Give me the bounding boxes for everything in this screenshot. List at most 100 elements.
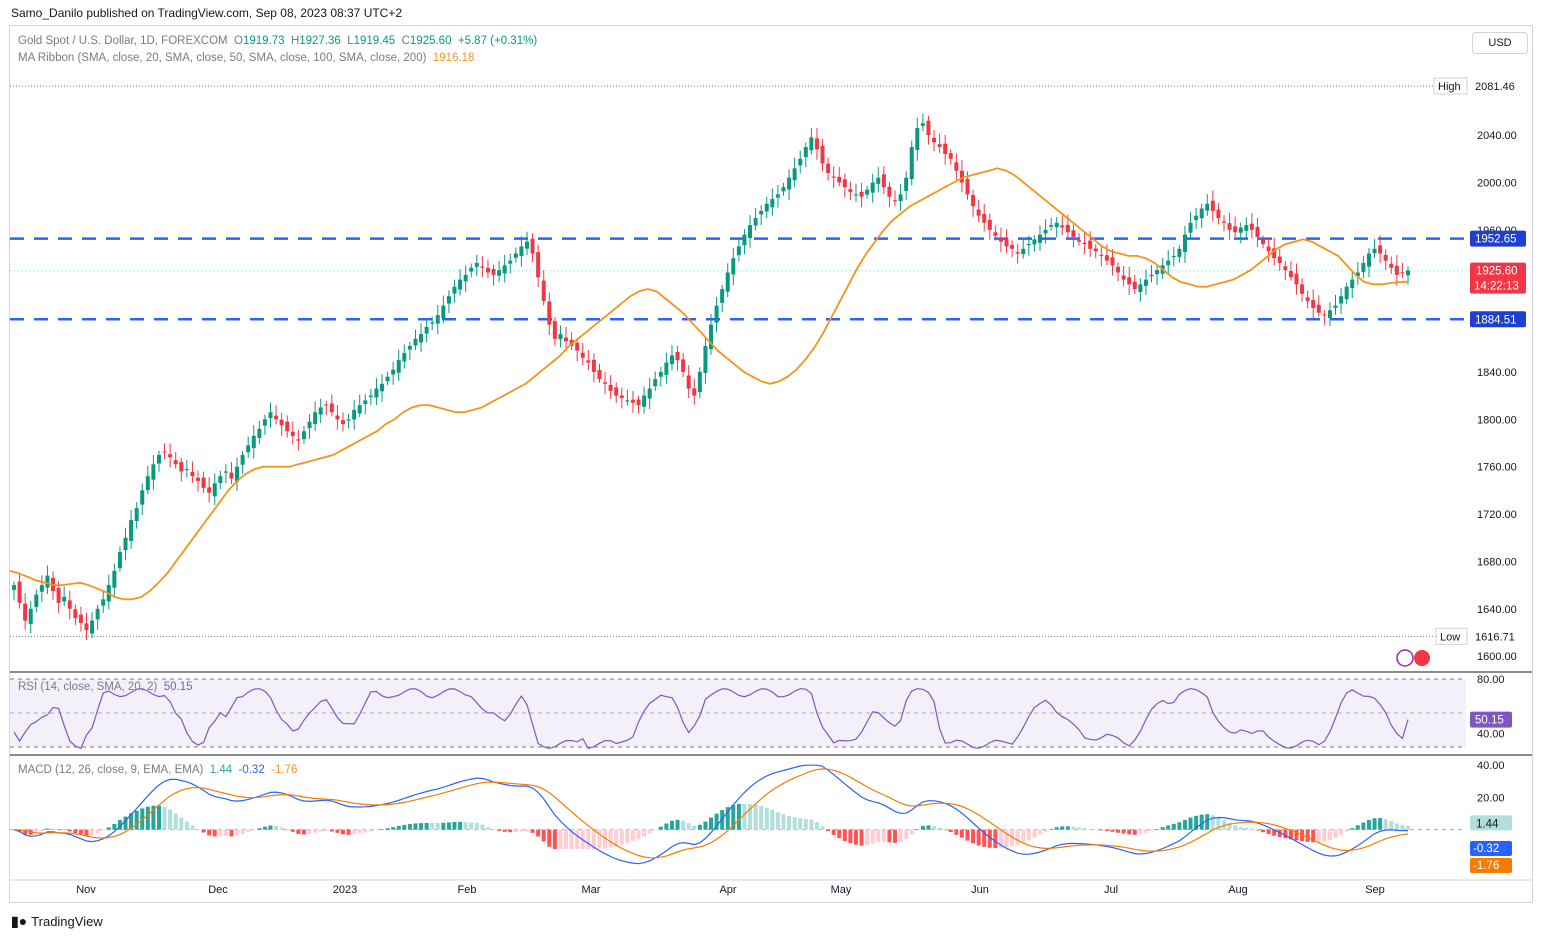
candle-body [1088, 240, 1093, 249]
macd-hist-bar [1227, 822, 1232, 830]
candle-body [502, 265, 507, 274]
candle-body [1294, 273, 1299, 285]
macd-hist-bar [803, 818, 808, 830]
candle-body [893, 200, 898, 202]
macd-hist-bar [1149, 829, 1154, 832]
macd-signal-value: -1.76 [1473, 860, 1499, 872]
candle-body [1216, 209, 1221, 219]
candle-body [1261, 239, 1266, 245]
macd-hist-bar [1110, 829, 1115, 832]
macd-label: MACD (12, 26, close, 9, EMA, EMA) [18, 764, 204, 776]
candle-body [536, 252, 541, 278]
macd-hist-bar [920, 825, 925, 830]
last-price-value: 1925.60 [1476, 266, 1518, 278]
candle-body [262, 419, 267, 426]
macd-hist-bar [1233, 825, 1238, 830]
macd-hist-bar [848, 829, 853, 844]
macd-hist-bar [870, 829, 875, 844]
candle-body [993, 232, 998, 236]
macd-hist-bar [787, 815, 792, 830]
macd-hist-bar [184, 821, 189, 830]
macd-hist-bar [51, 828, 56, 830]
macd-hist-bar [653, 829, 658, 831]
macd-hist-bar [714, 813, 719, 830]
candle-body [547, 301, 552, 325]
macd-hist-bar [313, 829, 318, 833]
candle-body [1194, 215, 1199, 221]
high-value-label: 2081.46 [1475, 81, 1515, 93]
candle-body [686, 375, 691, 389]
candle-body [1233, 226, 1238, 233]
macd-hist-bar [1294, 829, 1299, 841]
macd-hist-bar [1049, 829, 1054, 830]
macd-hist-bar [56, 829, 61, 831]
candle-body [731, 258, 736, 275]
candle-body [1099, 254, 1104, 256]
candle-body [318, 407, 323, 415]
candle-body [329, 403, 334, 413]
tradingview-brand[interactable]: ▮● TradingView [11, 913, 103, 930]
macd-hist-bar [156, 805, 161, 830]
support-value: 1884.51 [1475, 314, 1517, 326]
macd-hist-bar [257, 828, 262, 830]
candle-body [301, 431, 306, 440]
candle-body [117, 551, 122, 569]
macd-hist-bar [357, 829, 362, 834]
macd-hist-bar [831, 829, 836, 835]
y-tick-label: 1800.00 [1477, 414, 1517, 426]
candle-body [240, 454, 245, 465]
macd-hist-bar [1093, 829, 1098, 831]
macd-hist-bar [703, 821, 708, 830]
macd-hist-bar [262, 826, 267, 830]
candle-body [775, 194, 780, 198]
macd-hist-bar [798, 818, 803, 830]
x-axis-label: 2023 [333, 884, 357, 896]
macd-hist-bar [1010, 829, 1015, 847]
macd-hist-bar [1216, 817, 1221, 830]
candle-body [709, 324, 713, 350]
candle-body [1255, 226, 1260, 237]
macd-hist-bar [129, 813, 134, 830]
macd-hist-bar [625, 829, 630, 843]
candle-body [1037, 234, 1042, 243]
candle-body [1210, 200, 1215, 211]
y-tick-label: 2000.00 [1477, 177, 1517, 189]
candle-body [597, 370, 602, 380]
y-tick-label: 1600.00 [1477, 651, 1517, 663]
macd-hist-bar [876, 829, 881, 843]
macd-hist-bar [937, 827, 942, 830]
candle-body [56, 587, 61, 603]
macd-hist-bar [1327, 829, 1332, 841]
candle-body [552, 321, 557, 339]
macd-hist-bar [1171, 823, 1176, 830]
currency-button[interactable]: USD [1472, 32, 1528, 54]
candle-body [62, 596, 67, 602]
low-tag-label: Low [1440, 631, 1460, 643]
candle-body [207, 487, 212, 493]
support-tag [1470, 311, 1526, 328]
macd-hist-bar [251, 829, 256, 831]
candle-body [1015, 252, 1020, 254]
candle-body [1065, 224, 1070, 233]
macd-hist-bar [413, 823, 418, 830]
low-value-label: 1616.71 [1475, 631, 1515, 643]
macd-hist-bar [1406, 825, 1410, 830]
macd-hist-bar [502, 829, 507, 832]
candle-body [1322, 314, 1327, 316]
candle-body [1143, 279, 1148, 286]
macd-hist-bar [62, 829, 67, 831]
candle-body [965, 178, 970, 195]
macd-hist-bar [380, 829, 385, 830]
macd-hist-bar [898, 829, 903, 843]
candle-body [1043, 229, 1048, 234]
candle-body [703, 345, 708, 374]
candle-body [575, 342, 580, 351]
rsi-legend: RSI (14, close, SMA, 20, 2) 50.15 [18, 681, 193, 693]
candle-body [497, 270, 502, 276]
candle-body [932, 137, 937, 143]
candle-body [196, 477, 201, 481]
candle-body [1378, 245, 1383, 254]
candle-body [859, 191, 864, 197]
macd-hist-bar [904, 829, 909, 840]
